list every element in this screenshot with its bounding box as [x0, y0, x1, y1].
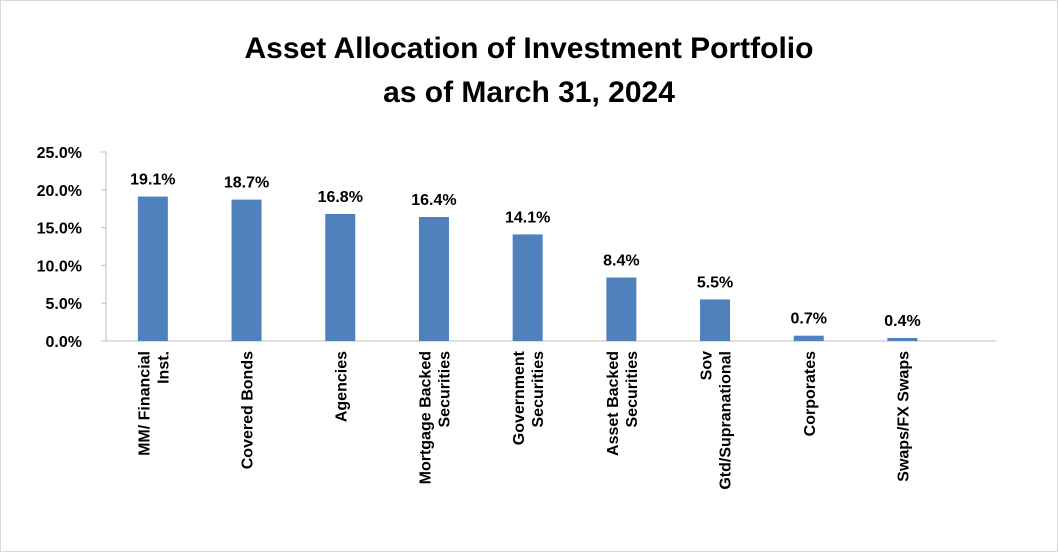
- data-label: 14.1%: [505, 209, 550, 226]
- y-tick-label: 20.0%: [37, 183, 82, 200]
- x-tick-group: Swaps/FX Swaps: [895, 351, 912, 482]
- x-tick-label: Swaps/FX Swaps: [895, 351, 912, 482]
- bar: [418, 217, 449, 341]
- data-label: 16.8%: [318, 189, 363, 206]
- data-label: 8.4%: [603, 252, 639, 269]
- x-tick-label: Mortgage Backed Securities: [417, 351, 453, 484]
- data-label: 0.7%: [791, 311, 827, 328]
- bar: [700, 299, 731, 341]
- x-tick-group: Asset Backed Securities: [605, 351, 641, 456]
- y-tick-label: 25.0%: [37, 145, 82, 162]
- x-tick-label: Asset Backed Securities: [605, 351, 641, 456]
- y-tick-label: 0.0%: [46, 334, 82, 351]
- y-tick-label: 15.0%: [37, 221, 82, 238]
- bar: [137, 196, 168, 341]
- x-tick-label: Covered Bonds: [240, 351, 257, 469]
- data-label: 16.4%: [411, 192, 456, 209]
- data-label: 5.5%: [697, 274, 733, 291]
- data-label: 0.4%: [884, 313, 920, 330]
- x-tick-group: Corporates: [802, 351, 819, 436]
- data-label: 18.7%: [224, 175, 269, 192]
- bar: [606, 277, 637, 341]
- x-tick-label: MM/ Financial Inst.: [136, 351, 172, 456]
- x-tick-label: Sov Gtd/Supranational: [699, 351, 735, 490]
- chart-title: as of March 31, 2024: [383, 76, 675, 109]
- bar: [512, 234, 543, 341]
- x-tick-label: Corporates: [802, 351, 819, 436]
- bar: [793, 335, 824, 341]
- y-tick-label: 5.0%: [46, 296, 82, 313]
- x-tick-group: Government Securities: [511, 350, 547, 445]
- x-tick-group: Agencies: [333, 351, 350, 422]
- x-tick-label: Government Securities: [511, 350, 547, 445]
- x-tick-group: Mortgage Backed Securities: [417, 351, 453, 484]
- x-tick-group: Covered Bonds: [240, 351, 257, 469]
- bar: [887, 337, 918, 341]
- bar: [231, 199, 262, 341]
- data-label: 19.1%: [130, 172, 175, 189]
- x-tick-label: Agencies: [333, 351, 350, 422]
- y-tick-label: 10.0%: [37, 258, 82, 275]
- bar: [325, 213, 356, 341]
- x-tick-group: Sov Gtd/Supranational: [699, 351, 735, 490]
- x-tick-group: MM/ Financial Inst.: [136, 351, 172, 456]
- chart-title: Asset Allocation of Investment Portfolio: [245, 32, 814, 65]
